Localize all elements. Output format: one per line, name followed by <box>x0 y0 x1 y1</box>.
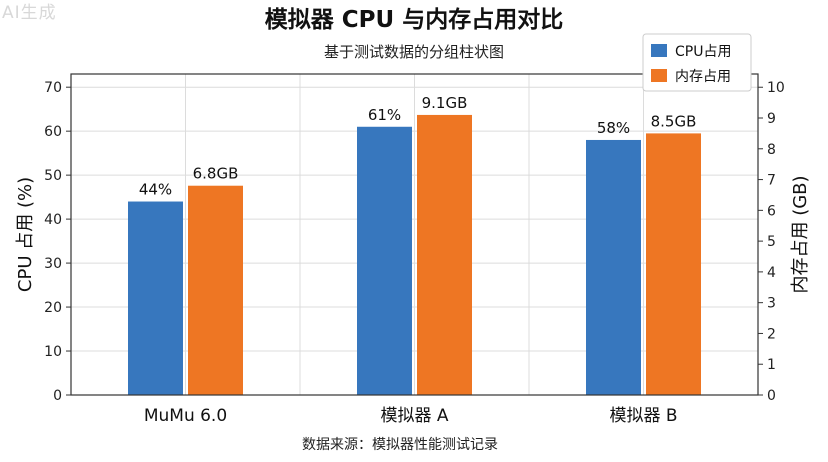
bar-memory <box>417 114 472 395</box>
legend-swatch <box>651 44 667 57</box>
chart-title: 模拟器 CPU 与内存占用对比 <box>265 6 563 33</box>
y-tick-label: 20 <box>44 300 62 316</box>
y-tick-label: 10 <box>44 344 62 360</box>
x-tick-label: 模拟器 B <box>609 406 677 426</box>
y2-tick-label: 9 <box>767 111 776 127</box>
legend-label: 内存占用 <box>675 69 731 85</box>
bar-cpu <box>586 139 641 395</box>
legend-box <box>642 33 752 92</box>
data-label: 9.1GB <box>422 94 468 112</box>
chart-caption: 数据来源：模拟器性能测试记录 <box>302 437 498 453</box>
watermark-text: AI生成 <box>2 0 57 23</box>
y-axis-label: CPU 占用 (%) <box>15 177 36 292</box>
y2-axis-label: 内存占用 (GB) <box>790 175 811 293</box>
y-tick-label: 50 <box>44 168 62 184</box>
plot-frame <box>70 73 759 396</box>
x-tick-label: MuMu 6.0 <box>144 406 227 426</box>
y2-tick-label: 7 <box>767 173 776 189</box>
y2-tick-label: 6 <box>767 203 776 219</box>
y2-tick-label: 10 <box>767 80 785 96</box>
y-tick-label: 30 <box>44 256 62 272</box>
y-tick-label: 60 <box>44 124 62 140</box>
plot-area: 0 10 20 30 40 50 60 70 0 1 2 3 4 5 6 7 8 9 10 44% 61% 58% 6.8G… <box>15 33 811 426</box>
legend-label: CPU占用 <box>675 44 731 60</box>
y2-tick-label: 3 <box>767 296 776 312</box>
data-label: 61% <box>368 106 401 124</box>
bar-memory <box>188 185 243 395</box>
watermark-glyphs: AI生成 <box>2 3 57 23</box>
y-tick-label: 70 <box>44 80 62 96</box>
bar-memory <box>646 133 701 395</box>
x-tick-label: 模拟器 A <box>380 406 448 426</box>
y2-tick-label: 0 <box>767 388 776 404</box>
y2-tick-label: 1 <box>767 357 776 373</box>
y2-tick-label: 4 <box>767 265 776 281</box>
y-tick-label: 0 <box>53 388 62 404</box>
data-label: 58% <box>597 119 630 137</box>
data-label: 8.5GB <box>651 112 697 130</box>
bar-cpu <box>357 126 412 395</box>
bar-cpu <box>128 201 183 395</box>
y2-tick-label: 5 <box>767 234 776 250</box>
chart-subtitle: 基于测试数据的分组柱状图 <box>324 43 504 61</box>
y2-tick-label: 8 <box>767 142 776 158</box>
data-label: 6.8GB <box>193 165 239 183</box>
y-tick-label: 40 <box>44 212 62 228</box>
data-label: 44% <box>139 181 172 199</box>
y2-tick-label: 2 <box>767 326 776 342</box>
legend-swatch <box>651 69 667 82</box>
